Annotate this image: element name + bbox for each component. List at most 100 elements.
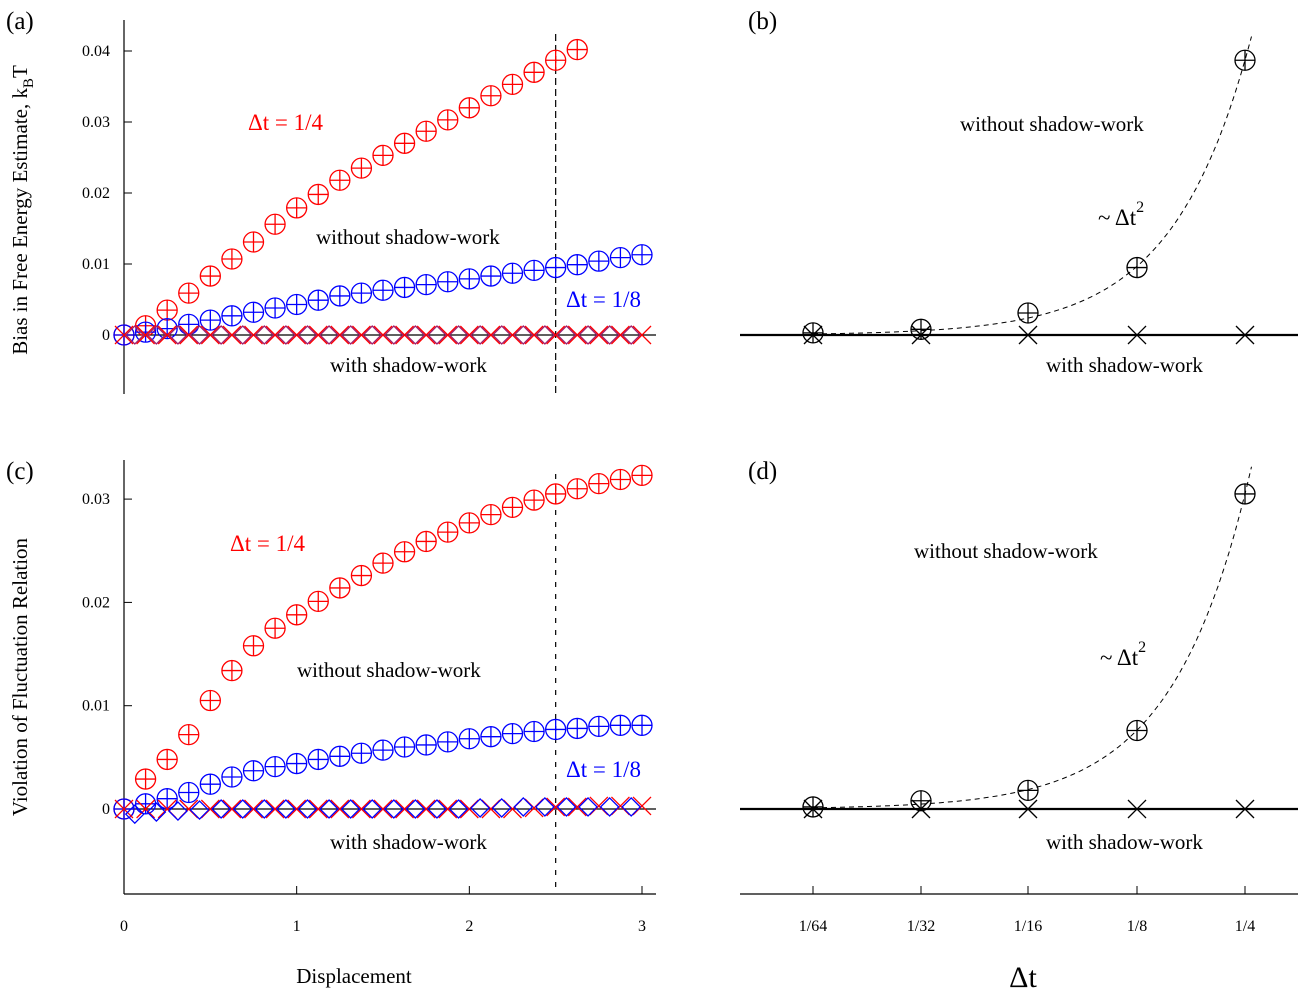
data-point: [395, 325, 415, 345]
data-point: [242, 231, 265, 253]
data-point: [567, 797, 587, 817]
data-point: [1018, 325, 1038, 345]
data-point: [545, 256, 567, 279]
data-point: [621, 797, 642, 817]
data-point: [232, 325, 253, 345]
data-point: [350, 742, 373, 764]
data-point: [1234, 483, 1256, 505]
x-tick-label: 1/8: [1127, 918, 1147, 935]
data-point: [330, 325, 350, 345]
data-point: [427, 799, 447, 819]
data-point: [631, 244, 653, 266]
data-point: [566, 38, 588, 61]
data-point: [351, 325, 371, 345]
data-point: [480, 85, 502, 107]
data-point: [156, 748, 178, 771]
x-tick-label: 1/32: [907, 918, 935, 935]
data-point: [427, 325, 447, 345]
label-with-b: with shadow-work: [1046, 353, 1203, 377]
label-with-d: with shadow-work: [1046, 830, 1203, 854]
label-scaling-b: ~ Δt2: [1098, 199, 1144, 230]
data-point: [373, 799, 393, 819]
data-point: [503, 325, 522, 345]
data-point: [200, 325, 220, 345]
data-point: [244, 799, 263, 819]
data-point: [199, 265, 221, 287]
data-point: [566, 254, 588, 276]
label-with-a: with shadow-work: [330, 353, 487, 377]
data-point: [415, 530, 437, 553]
data-point: [803, 799, 823, 819]
data-point: [275, 799, 296, 819]
data-point: [136, 325, 156, 345]
data-point: [470, 798, 491, 818]
data-point: [265, 325, 285, 345]
data-point: [264, 755, 286, 778]
data-point: [609, 714, 632, 736]
label-without-a: without shadow-work: [316, 225, 500, 249]
data-point: [437, 271, 459, 293]
data-point: [254, 325, 275, 345]
data-point: [567, 325, 587, 345]
data-point: [254, 799, 275, 819]
data-point: [157, 325, 177, 345]
panel-tag-d: (d): [748, 458, 777, 485]
y-tick-label: 0.04: [82, 43, 110, 60]
data-point: [168, 801, 188, 821]
label-with-c: with shadow-work: [330, 830, 487, 854]
data-point: [911, 325, 931, 345]
data-point: [372, 739, 394, 761]
data-point: [438, 799, 458, 819]
data-point: [146, 325, 167, 345]
data-point: [222, 325, 242, 345]
data-point: [362, 799, 383, 819]
data-point: [1235, 325, 1255, 345]
chart-panel-a: 0 0.01 0.02 0.03 0.04: [82, 20, 656, 394]
data-point: [911, 799, 931, 819]
data-point: [546, 325, 566, 345]
data-point: [437, 109, 459, 131]
data-point: [329, 577, 351, 599]
y-tick-label: 0: [102, 801, 110, 818]
data-point: [610, 325, 630, 345]
y-tick-label: 0.02: [82, 594, 110, 611]
chart-panel-d: 1/64 1/32 1/16 1/8 1/4: [740, 466, 1298, 935]
data-point: [221, 305, 243, 327]
data-point: [1234, 49, 1256, 71]
data-point: [319, 325, 339, 345]
data-point: [372, 279, 394, 301]
label-dt-quarter-c: Δt = 1/4: [230, 531, 306, 556]
data-point: [287, 325, 307, 345]
data-point: [383, 799, 404, 819]
data-point: [114, 325, 134, 345]
label-without-d: without shadow-work: [914, 539, 1098, 563]
data-point: [458, 97, 480, 119]
data-point: [458, 268, 480, 290]
x-tick-label: 1/64: [799, 918, 827, 935]
data-point: [524, 325, 544, 345]
data-point: [393, 132, 416, 154]
data-point: [319, 799, 339, 819]
data-point: [199, 773, 221, 795]
data-point: [1126, 256, 1148, 279]
data-point: [802, 322, 824, 344]
data-point: [480, 726, 502, 748]
x-tick-label: 0: [120, 918, 128, 935]
data-point: [124, 804, 145, 825]
data-point: [523, 720, 545, 743]
data-point: [340, 799, 361, 819]
y-axis-label-c: Violation of Fluctuation Relation: [8, 537, 32, 816]
data-point: [513, 797, 534, 817]
y-tick-label: 0.02: [82, 185, 110, 202]
panel-tag-b: (b): [748, 8, 777, 35]
data-point: [178, 313, 200, 336]
data-point: [393, 736, 416, 758]
data-point: [588, 250, 610, 272]
data-point: [415, 734, 437, 756]
data-point: [438, 325, 458, 345]
data-point: [287, 799, 307, 819]
label-dt-quarter-a: Δt = 1/4: [248, 110, 324, 135]
x-axis-label-dt: Δt: [1009, 961, 1037, 994]
data-point: [297, 799, 318, 819]
